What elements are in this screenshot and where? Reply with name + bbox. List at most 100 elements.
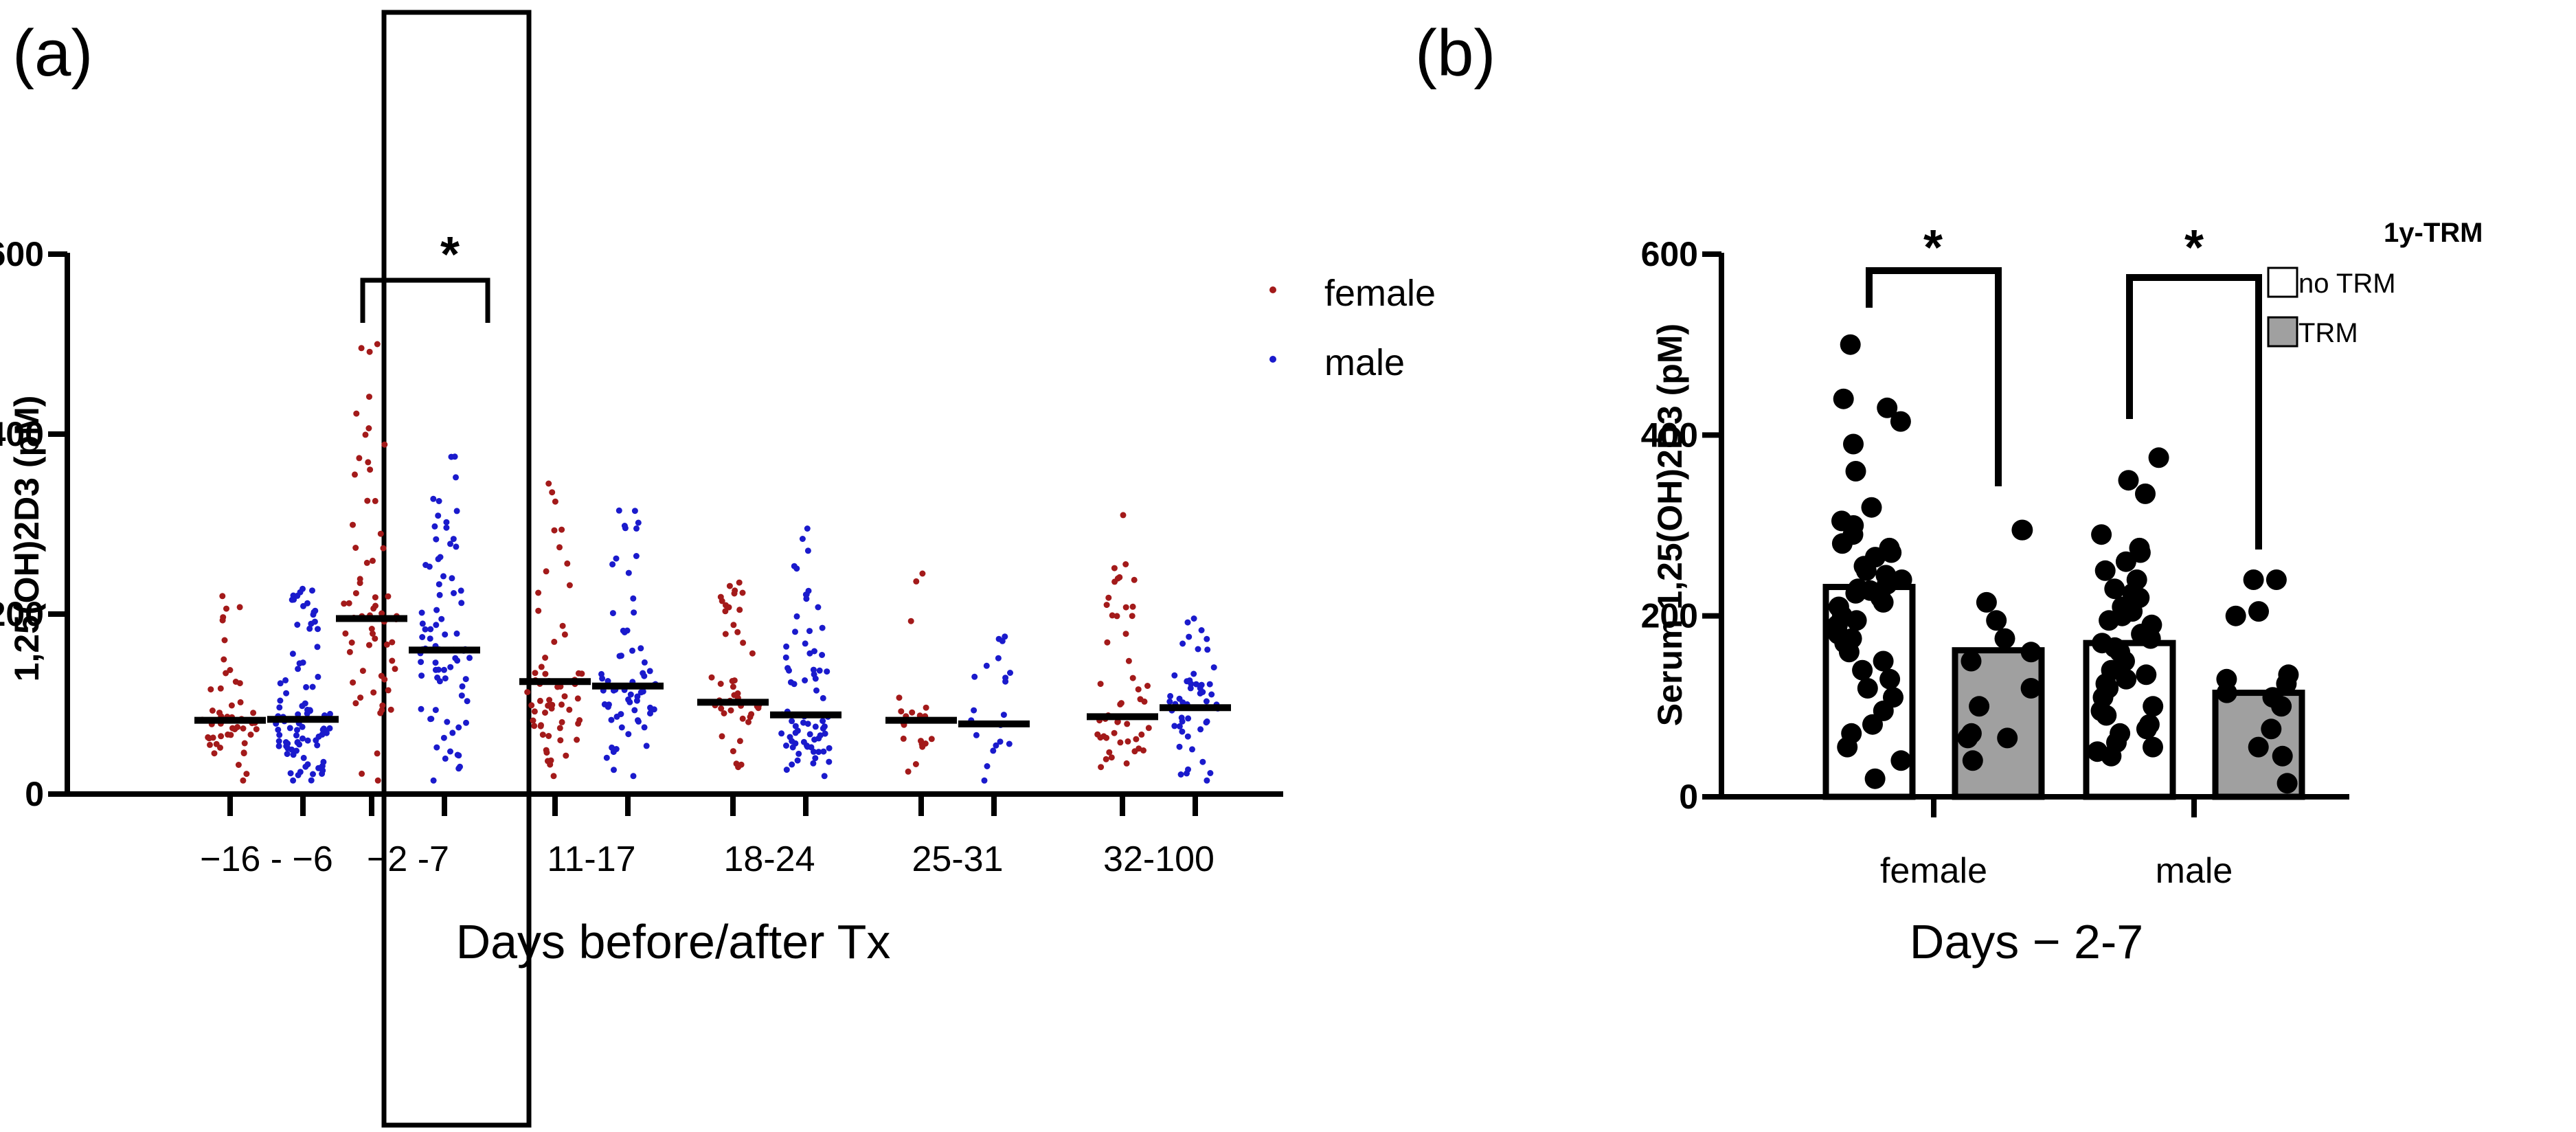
data-point-male [453,543,460,550]
data-point-male [999,637,1006,644]
data-point-male [1177,771,1184,778]
y-axis-title-b: Serum 1,25(OH)2D3 (pM) [1651,324,1689,726]
data-point-male [290,777,297,784]
data-point-male [821,773,828,780]
data-point-male [1199,758,1206,765]
data-point-male [997,738,1004,745]
data-point-female [566,582,573,589]
data-point-male [275,743,282,749]
data-point-male [631,609,637,616]
data-point-female [1098,764,1105,771]
data-point-male [1198,681,1205,688]
data-point-male [984,763,991,769]
data-point-male [621,629,628,635]
data-point-male [1167,692,1174,699]
data-point-female [366,348,373,355]
data-point-female [549,489,556,496]
data-point-male [990,747,997,754]
data-point-male [806,628,813,635]
data-point-male [804,743,811,750]
data-point-male [787,679,794,686]
data-point-male [1178,714,1185,721]
data-point-male [615,507,622,514]
data-point-female [732,587,738,594]
data-point-male [1190,615,1197,622]
data-point-male [806,650,813,657]
data-point-female-TRM [1997,727,2018,749]
data-point-female [342,630,349,637]
data-point-female [229,725,236,732]
data-point-male-TRM [2266,569,2287,590]
data-point-female [547,757,554,764]
data-point-female [1103,756,1109,762]
data-point-male-no-TRM [2140,628,2161,649]
data-point-male [294,622,301,628]
data-point-male [609,561,616,568]
data-point-female [566,706,573,713]
data-point-male [1184,678,1190,685]
bar-female-TRM [1952,647,2045,800]
data-point-male [314,644,321,650]
data-point-female [1122,604,1129,611]
data-point-female [372,497,379,504]
data-point-male [635,718,642,725]
data-point-male [646,668,653,675]
data-point-male-no-TRM [2148,447,2169,468]
data-point-male [613,555,620,562]
data-point-male [275,738,282,745]
data-point-female [1122,631,1129,637]
data-point-female [1122,561,1129,567]
data-point-male-no-TRM [2143,736,2163,758]
data-point-male [641,724,648,731]
data-point-male [311,618,318,625]
data-point-male [455,752,462,759]
data-point-female-TRM [1969,696,1990,717]
data-point-female [739,715,746,722]
data-point-male [631,707,638,714]
data-point-female [537,723,544,729]
data-point-male [308,777,315,784]
data-point-male [815,749,822,756]
data-point-male [284,745,291,751]
data-point-male [793,613,800,620]
data-point-female [207,741,213,748]
data-point-male [799,536,806,542]
data-point-female [247,732,254,738]
data-point-female [708,674,715,681]
data-point-female [346,648,353,655]
legend-a: female male [1269,273,1436,383]
data-point-female [365,425,372,431]
legend-b-title: 1y-TRM [2384,218,2483,248]
data-point-male [1184,770,1190,777]
data-point-female [237,699,244,705]
data-point-male [315,765,322,771]
data-point-female [725,604,732,611]
data-point-male [287,770,294,777]
data-point-male [1206,681,1213,688]
data-point-female [381,441,388,448]
data-point-male [1000,712,1007,718]
data-point-male [826,758,833,765]
data-point-male [447,541,453,547]
highlight-box [381,10,532,1128]
data-point-female [240,749,247,756]
data-point-female-TRM [1994,628,2015,649]
data-point-female [531,708,538,715]
data-point-female [352,471,358,478]
data-point-male [451,590,457,596]
data-point-male [457,587,464,594]
data-point-female [380,545,387,552]
data-point-male [792,729,799,736]
data-point-male [1179,728,1186,735]
data-point-female [749,650,756,657]
data-point-male [816,667,823,674]
data-point-female [1124,721,1131,727]
data-point-female [219,593,226,600]
data-point-female [223,670,229,677]
data-point-male [440,573,447,580]
data-point-female [731,692,738,699]
data-point-male [802,677,809,683]
data-point-male [455,724,462,731]
data-point-male [792,740,799,747]
data-point-male [1007,670,1013,676]
